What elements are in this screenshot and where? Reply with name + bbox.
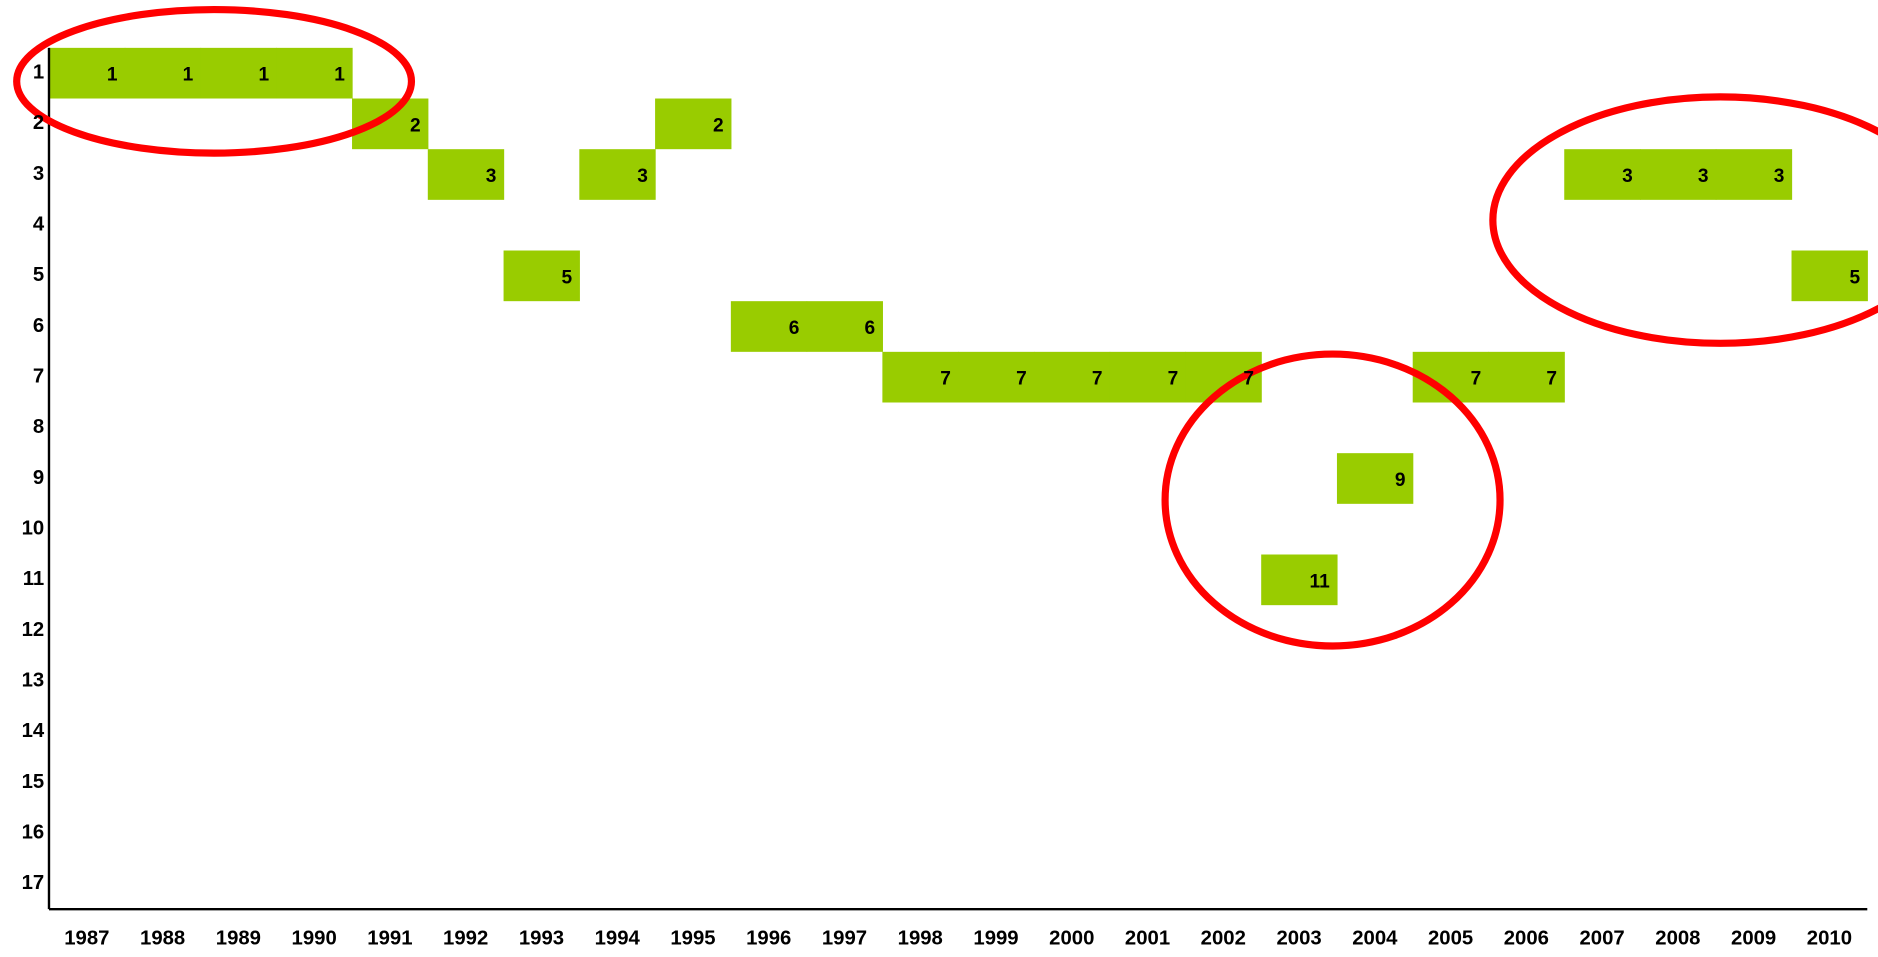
y-tick-label: 5: [33, 264, 44, 286]
bar: [200, 47, 277, 99]
bar: [806, 301, 883, 352]
y-tick-label: 3: [33, 163, 44, 185]
x-tick-label: 1997: [822, 927, 867, 949]
x-tick-label: 1987: [64, 927, 109, 949]
x-tick-label: 2004: [1352, 927, 1398, 949]
x-tick-label: 1992: [443, 927, 488, 949]
bar: [579, 149, 656, 200]
bar: [276, 47, 353, 99]
x-tick-label: 1989: [216, 927, 261, 949]
y-tick-label: 17: [22, 872, 45, 894]
data-label: 3: [486, 166, 497, 187]
data-label: 9: [1395, 470, 1406, 491]
x-tick-label: 2001: [1125, 927, 1170, 949]
bar: [1791, 250, 1868, 302]
data-label: 3: [1622, 166, 1633, 187]
x-tick-label: 1993: [519, 927, 564, 949]
data-label: 5: [1849, 267, 1860, 288]
y-tick-label: 9: [33, 467, 44, 489]
bar: [882, 351, 959, 403]
y-tick-label: 12: [22, 619, 45, 641]
x-tick-label: 1990: [292, 927, 337, 949]
y-tick-label: 15: [22, 771, 45, 793]
bar: [1109, 351, 1187, 403]
bar: [730, 301, 808, 352]
data-label: 3: [1774, 166, 1785, 187]
bar: [503, 250, 580, 302]
y-tick-label: 2: [33, 112, 44, 134]
data-label: 7: [1243, 369, 1254, 390]
bar: [958, 351, 1035, 403]
x-tick-label: 1998: [898, 927, 943, 949]
x-tick-label: 2007: [1580, 927, 1625, 949]
annotations: [13, 5, 1878, 650]
data-label: 11: [1310, 571, 1331, 592]
data-label: 7: [1471, 369, 1482, 390]
y-tick-label: 4: [33, 214, 45, 236]
bar: [1640, 149, 1717, 200]
bar: [124, 47, 202, 99]
x-tick-label: 2010: [1807, 927, 1852, 949]
bar: [1261, 554, 1338, 606]
x-tick-label: 2008: [1655, 927, 1700, 949]
x-tick-label: 1988: [140, 927, 185, 949]
bar: [1715, 149, 1793, 200]
data-label: 1: [183, 65, 194, 86]
data-label: 5: [562, 267, 573, 288]
bar: [1564, 149, 1641, 200]
highlight-ellipse: [13, 5, 416, 157]
data-label: 1: [334, 65, 345, 86]
highlight-ellipse: [1161, 350, 1504, 650]
bar: [655, 98, 732, 150]
y-tick-label: 13: [22, 670, 45, 692]
x-tick-label: 2000: [1049, 927, 1094, 949]
y-tick-label: 10: [22, 518, 45, 540]
data-label: 1: [107, 65, 118, 86]
y-tick-label: 11: [23, 568, 44, 590]
x-tick-label: 1994: [595, 927, 641, 949]
bar: [1488, 351, 1565, 403]
bar: [427, 149, 505, 200]
data-label: 1: [258, 65, 269, 86]
x-tick-label: 1996: [746, 927, 791, 949]
y-tick-label: 1: [33, 62, 44, 84]
x-tick-label: 2006: [1504, 927, 1549, 949]
data-label: 3: [1698, 166, 1709, 187]
data-label: 7: [1546, 369, 1557, 390]
x-tick-label: 2005: [1428, 927, 1473, 949]
data-label: 7: [940, 369, 951, 390]
y-tick-label: 6: [33, 315, 44, 337]
data-label: 2: [410, 115, 421, 136]
y-tick-label: 16: [22, 822, 45, 844]
data-label: 6: [865, 318, 876, 339]
x-tick-label: 1991: [367, 927, 412, 949]
bar: [1033, 351, 1111, 403]
bar: [1336, 453, 1414, 504]
y-tick-label: 7: [33, 366, 44, 388]
data-label: 7: [1168, 369, 1179, 390]
x-tick-label: 2003: [1276, 927, 1321, 949]
x-tick-label: 2002: [1201, 927, 1246, 949]
data-label: 6: [789, 318, 800, 339]
data-label: 7: [1092, 369, 1103, 390]
data-label: 3: [637, 166, 648, 187]
x-tick-label: 1999: [973, 927, 1018, 949]
data-label: 7: [1016, 369, 1027, 390]
bar: [48, 47, 126, 99]
highlight-ellipse: [1489, 93, 1878, 347]
data-label: 2: [713, 115, 724, 136]
y-tick-label: 8: [33, 416, 44, 438]
y-tick-label: 14: [22, 720, 45, 742]
x-tick-label: 1995: [670, 927, 715, 949]
x-tick-label: 2009: [1731, 927, 1776, 949]
